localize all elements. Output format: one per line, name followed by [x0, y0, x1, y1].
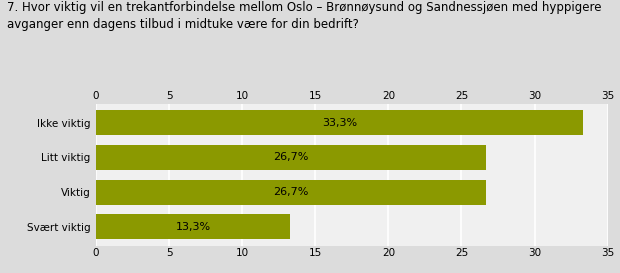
Bar	[96, 214, 290, 239]
Text: 7. Hvor viktig vil en trekantforbindelse mellom Oslo – Brønnøysund og Sandnessjø: 7. Hvor viktig vil en trekantforbindelse…	[7, 1, 602, 31]
Bar	[96, 110, 583, 135]
Text: 13,3%: 13,3%	[175, 222, 211, 232]
Text: 26,7%: 26,7%	[273, 187, 309, 197]
Text: 26,7%: 26,7%	[273, 152, 309, 162]
Text: 33,3%: 33,3%	[322, 118, 357, 128]
Bar	[96, 145, 486, 170]
Bar	[96, 180, 486, 204]
